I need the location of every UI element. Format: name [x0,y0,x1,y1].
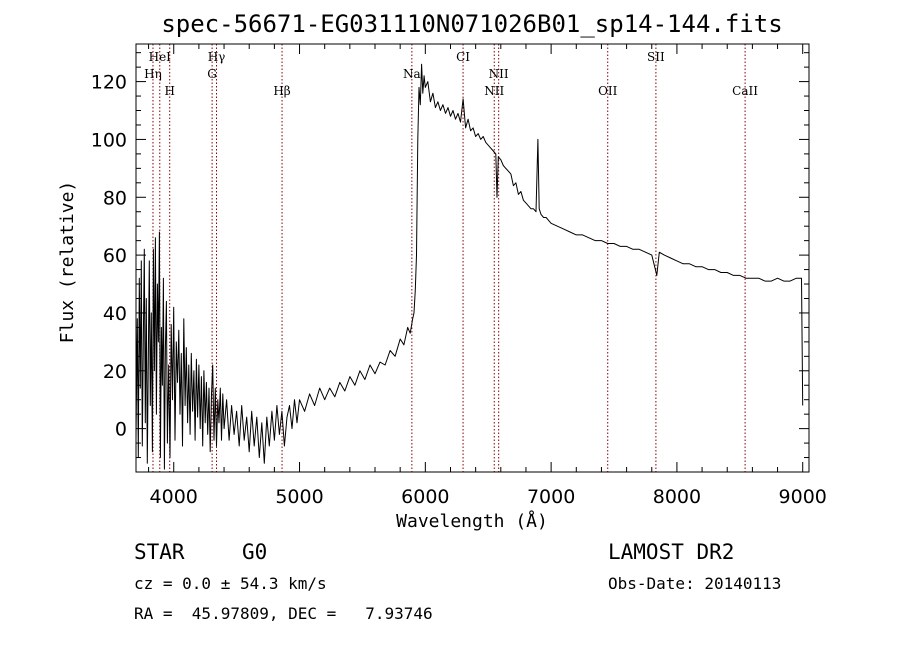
object-subclass: G0 [242,540,267,564]
line-label-9: NII [484,84,504,98]
x-tick-label: 4000 [150,486,198,508]
survey-name: LAMOST DR2 [608,540,734,564]
y-axis-title: Flux (relative) [57,181,78,344]
line-label-7: CI [456,50,470,64]
y-tick-label: 100 [91,129,127,151]
line-label-0: Hη [144,67,162,81]
line-label-1: HeI [149,50,172,64]
coordinates-text: RA = 45.97809, DEC = 7.93746 [134,604,433,623]
y-tick-label: 60 [103,245,127,267]
line-label-10: OII [598,84,618,98]
line-label-3: Hγ [208,50,226,64]
x-tick-label: 5000 [275,486,323,508]
line-label-11: SII [647,50,665,64]
x-tick-label: 6000 [401,486,449,508]
y-tick-label: 20 [103,361,127,383]
x-axis-title: Wavelength (Å) [396,510,548,532]
redshift-text: cz = 0.0 ± 54.3 km/s [134,574,327,593]
observation-date: Obs-Date: 20140113 [608,574,781,593]
line-label-12: CaII [732,84,758,98]
spectrum-plot [135,63,804,470]
y-tick-label: 80 [103,187,127,209]
y-tick-label: 0 [115,419,127,441]
x-tick-label: 8000 [653,486,701,508]
spectrum-line-0 [135,63,804,470]
x-axis: 4000 5000 6000 7000 8000 9000 [148,44,827,508]
y-tick-label: 40 [103,303,127,325]
chart-title: spec-56671-EG031110N071026B01_sp14-144.f… [161,10,782,38]
line-markers: Hη HeI H Hγ G Hβ Na CI NII NII OII SII CaII [144,44,758,472]
line-label-2: H [164,84,174,98]
x-tick-label: 9000 [779,486,827,508]
x-tick-label: 7000 [527,486,575,508]
line-label-4: G [207,67,217,81]
y-axis: 0 20 40 60 80 100 120 [91,52,809,459]
y-tick-label: 120 [91,72,127,94]
plot-frame [135,43,810,473]
line-label-5: Hβ [273,84,290,98]
object-class: STAR [134,540,185,564]
line-label-6: Na [403,67,421,81]
line-label-8: NII [489,67,509,81]
